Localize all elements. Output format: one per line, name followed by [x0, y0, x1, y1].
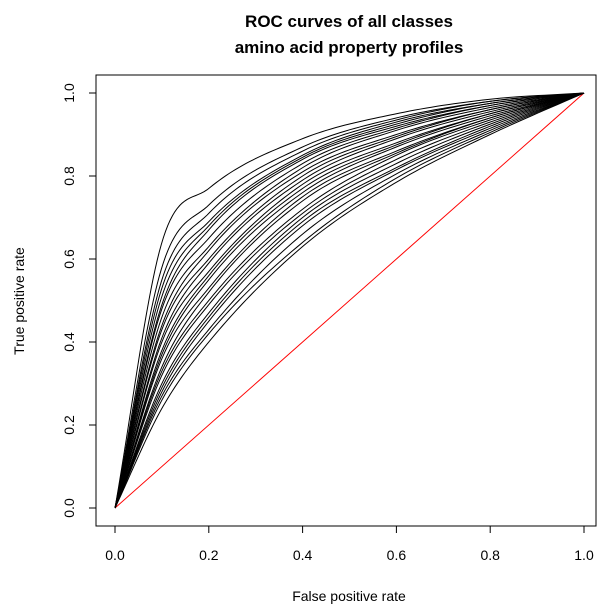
- chance-diagonal: [114, 92, 585, 509]
- y-tick-label: 0.2: [61, 415, 77, 435]
- roc-curves: [114, 92, 585, 509]
- x-tick-label: 1.0: [574, 547, 594, 563]
- roc-curve-5: [114, 92, 585, 509]
- y-tick-label: 0.0: [61, 498, 77, 518]
- roc-curve-7: [114, 92, 585, 509]
- x-tick-label: 0.0: [105, 547, 125, 563]
- x-tick-label: 0.2: [199, 547, 219, 563]
- y-axis-label: True positive rate: [11, 247, 27, 355]
- y-tick-label: 1.0: [61, 83, 77, 103]
- roc-curve-24: [114, 92, 585, 509]
- x-tick-label: 0.4: [293, 547, 313, 563]
- x-axis-label: False positive rate: [292, 588, 406, 604]
- y-tick-label: 0.6: [61, 249, 77, 269]
- x-axis: 0.0 0.2 0.4 0.6 0.8 1.0: [105, 525, 594, 563]
- y-tick-label: 0.4: [61, 332, 77, 352]
- roc-curve-15: [114, 92, 585, 509]
- y-axis: 0.0 0.2 0.4 0.6 0.8 1.0: [61, 83, 97, 518]
- roc-curve-10: [114, 92, 585, 509]
- chart-title-line-1: ROC curves of all classes: [245, 12, 453, 31]
- x-tick-label: 0.6: [387, 547, 407, 563]
- roc-curve-23: [114, 92, 585, 509]
- chart-title-line-2: amino acid property profiles: [235, 38, 464, 57]
- roc-curve-4: [114, 92, 585, 509]
- roc-curve-2: [114, 92, 585, 509]
- roc-curve-12: [114, 92, 585, 509]
- roc-curve-18: [114, 92, 585, 509]
- roc-curve-8: [114, 92, 585, 509]
- x-tick-label: 0.8: [480, 547, 500, 563]
- roc-curve-1: [114, 92, 585, 509]
- y-tick-label: 0.8: [61, 166, 77, 186]
